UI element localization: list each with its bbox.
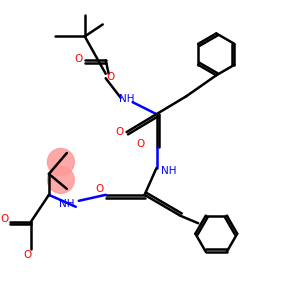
Text: NH: NH	[119, 94, 134, 104]
Text: NH: NH	[59, 199, 75, 209]
Text: O: O	[96, 184, 104, 194]
Text: O: O	[24, 250, 32, 260]
Text: O: O	[75, 54, 83, 64]
Text: NH: NH	[161, 166, 176, 176]
Text: O: O	[0, 214, 8, 224]
Circle shape	[47, 148, 74, 176]
Text: O: O	[115, 127, 123, 137]
Text: O: O	[136, 139, 144, 149]
Circle shape	[47, 167, 74, 193]
Text: O: O	[106, 72, 114, 82]
